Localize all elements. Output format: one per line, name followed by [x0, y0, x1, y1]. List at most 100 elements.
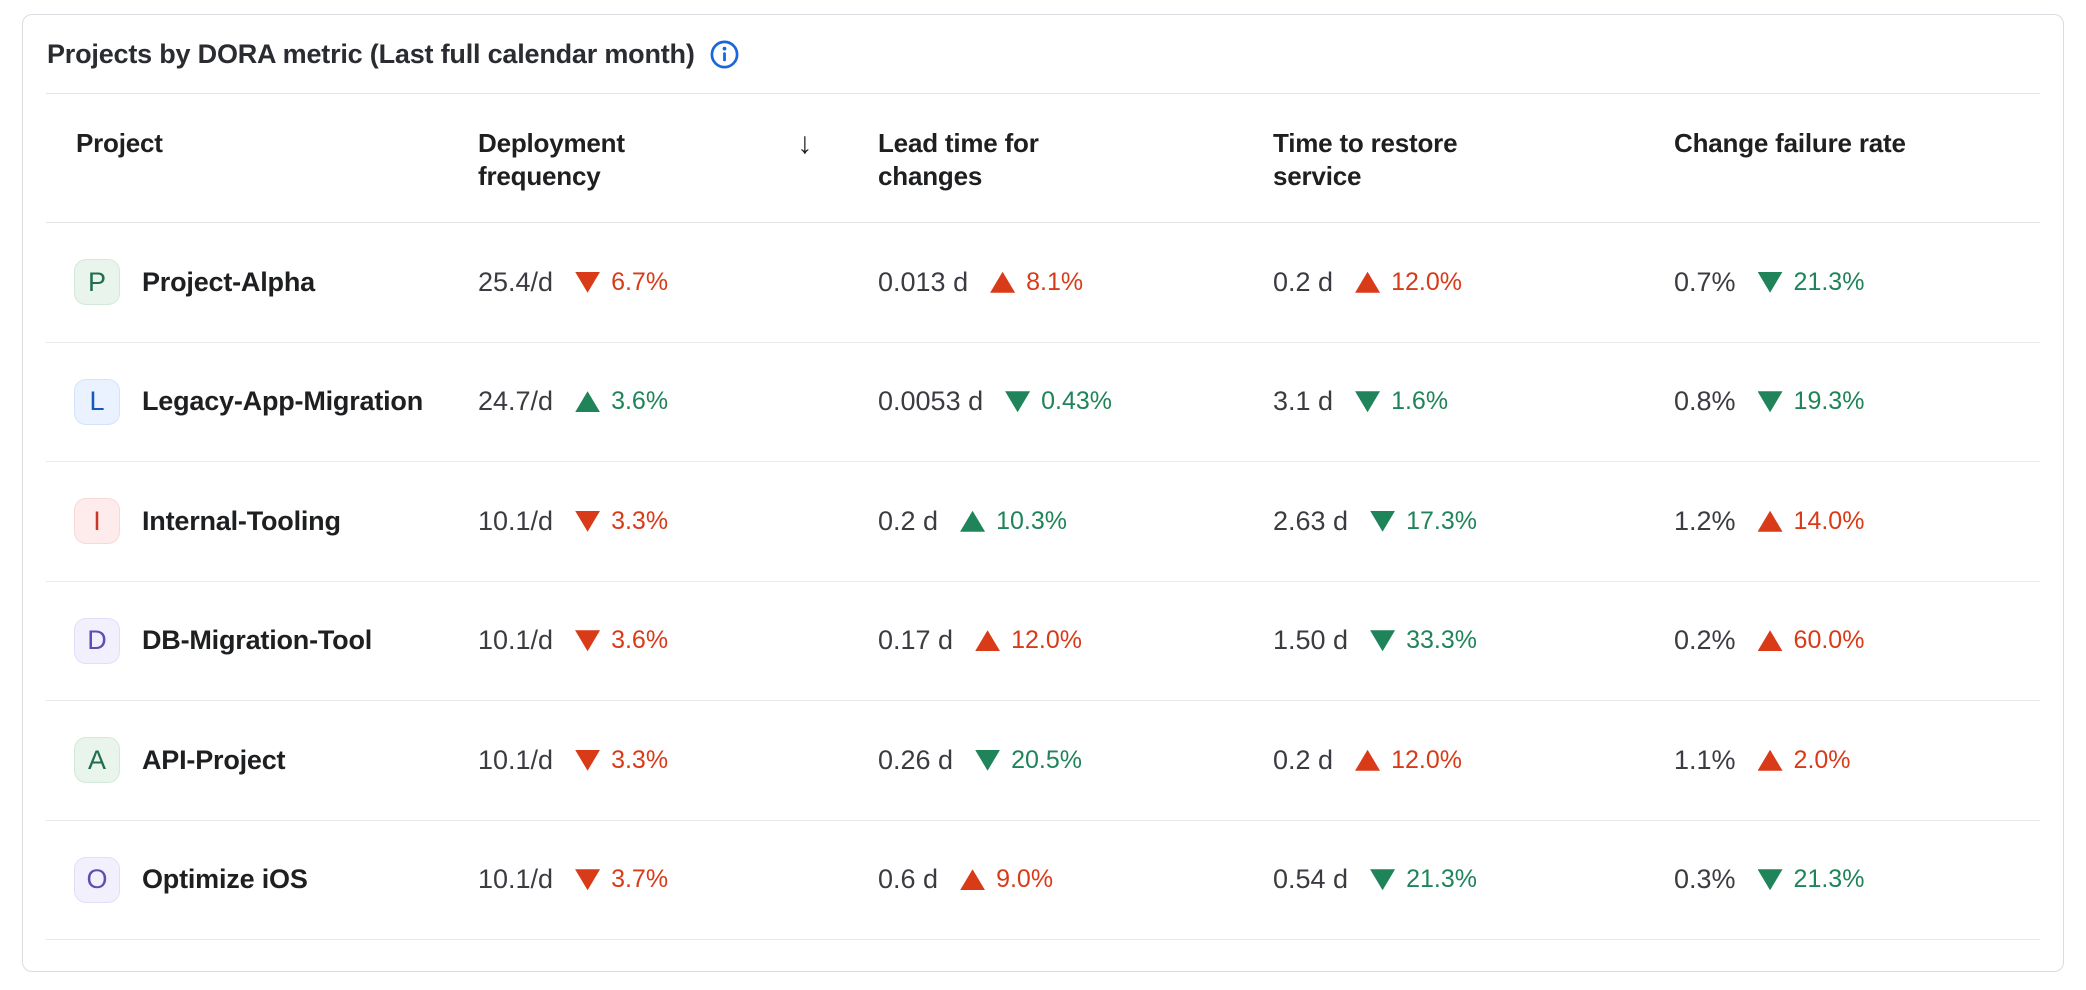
time-to-restore-cell: 0.2 d 12.0% — [1273, 267, 1674, 298]
sort-descending-icon[interactable]: ↓ — [797, 127, 812, 160]
trend-percentage: 12.0% — [1391, 745, 1462, 774]
trend-percentage: 3.6% — [611, 626, 669, 655]
change-failure-rate-cell: 0.8% 19.3% — [1674, 386, 2040, 417]
table-row[interactable]: D DB-Migration-Tool 10.1/d 3.6% 0.17 d 1… — [46, 582, 2040, 701]
time-to-restore-cell: 2.63 d 17.3% — [1273, 506, 1674, 537]
project-name-link[interactable]: Optimize iOS — [142, 864, 308, 895]
metric-value: 10.1/d — [478, 625, 554, 656]
project-name-link[interactable]: Internal-Tooling — [142, 505, 341, 536]
metric-value: 0.2 d — [878, 505, 939, 536]
trend: 21.3% — [1370, 865, 1477, 894]
change-failure-rate-cell: 0.2% 60.0% — [1674, 625, 2040, 656]
trend: 17.3% — [1370, 507, 1477, 536]
trend-down-icon — [575, 749, 601, 771]
project-avatar: I — [74, 498, 120, 545]
column-header-time-to-restore[interactable]: Time to restore service — [1273, 128, 1458, 191]
metric-value: 25.4/d — [478, 266, 554, 297]
table-row[interactable]: P Project-Alpha 25.4/d 6.7% 0.013 d 8.1%… — [46, 223, 2040, 343]
change-failure-rate-cell: 0.3% 21.3% — [1674, 864, 2040, 895]
trend: 3.6% — [575, 626, 668, 655]
info-icon[interactable] — [709, 38, 741, 70]
trend-down-icon — [1757, 271, 1783, 293]
metric-value: 0.2% — [1674, 625, 1736, 656]
trend-percentage: 60.0% — [1793, 626, 1865, 655]
metric-value: 0.26 d — [878, 744, 954, 775]
column-header-project[interactable]: Project — [76, 128, 163, 158]
lead-time-cell: 0.26 d 20.5% — [878, 745, 1273, 776]
metric-value: 1.1% — [1674, 744, 1736, 775]
trend-percentage: 33.3% — [1406, 626, 1477, 655]
trend-percentage: 3.3% — [611, 506, 669, 535]
column-header-change-failure-rate[interactable]: Change failure rate — [1674, 128, 1906, 158]
table-row[interactable]: I Internal-Tooling 10.1/d 3.3% 0.2 d 10.… — [46, 462, 2040, 582]
time-to-restore-cell: 1.50 d 33.3% — [1273, 625, 1674, 656]
title-divider — [46, 93, 2040, 94]
project-avatar: L — [74, 378, 120, 425]
lead-time-cell: 0.013 d 8.1% — [878, 267, 1273, 298]
avatar-initial: I — [93, 505, 101, 536]
dora-table: Project Deployment frequency ↓ Lead time… — [46, 94, 2040, 940]
lead-time-cell: 0.0053 d 0.43% — [878, 386, 1273, 417]
trend: 19.3% — [1757, 387, 1865, 416]
trend-down-icon — [1005, 391, 1031, 413]
lead-time-cell: 0.17 d 12.0% — [878, 625, 1273, 656]
trend-up-icon — [975, 630, 1001, 652]
trend: 21.3% — [1757, 865, 1864, 894]
trend-percentage: 12.0% — [1011, 626, 1082, 655]
metric-value: 24.7/d — [478, 386, 554, 417]
trend-down-icon — [1757, 869, 1783, 891]
project-avatar: A — [74, 737, 120, 784]
trend: 20.5% — [975, 746, 1082, 775]
metric-value: 10.1/d — [478, 744, 554, 775]
project-name-link[interactable]: DB-Migration-Tool — [142, 625, 373, 656]
trend: 6.7% — [575, 268, 668, 297]
trend-percentage: 17.3% — [1406, 506, 1477, 535]
project-cell: A API-Project — [46, 737, 478, 784]
trend-percentage: 8.1% — [1026, 267, 1084, 296]
lead-time-cell: 0.2 d 10.3% — [878, 506, 1273, 537]
trend-down-icon — [1370, 630, 1396, 652]
card-header: Projects by DORA metric (Last full calen… — [23, 15, 2063, 93]
metric-value: 1.50 d — [1273, 625, 1349, 656]
avatar-initial: D — [87, 625, 107, 656]
trend-up-icon — [1757, 630, 1783, 652]
trend-up-icon — [1355, 271, 1381, 293]
trend: 3.3% — [575, 746, 668, 775]
metric-value: 3.1 d — [1273, 386, 1334, 417]
table-body: P Project-Alpha 25.4/d 6.7% 0.013 d 8.1%… — [46, 223, 2040, 940]
project-cell: D DB-Migration-Tool — [46, 617, 478, 664]
project-name-link[interactable]: Project-Alpha — [142, 266, 315, 297]
trend-down-icon — [1370, 869, 1396, 891]
dora-metrics-card: Projects by DORA metric (Last full calen… — [22, 14, 2064, 972]
change-failure-rate-cell: 1.1% 2.0% — [1674, 745, 2040, 776]
metric-value: 0.3% — [1674, 864, 1736, 895]
deployment-frequency-cell: 10.1/d 3.7% — [478, 864, 878, 895]
project-name-link[interactable]: API-Project — [142, 744, 286, 775]
metric-value: 10.1/d — [478, 505, 554, 536]
table-row[interactable]: A API-Project 10.1/d 3.3% 0.26 d 20.5% 0… — [46, 701, 2040, 821]
metric-value: 10.1/d — [478, 864, 554, 895]
trend-percentage: 14.0% — [1793, 506, 1865, 535]
deployment-frequency-cell: 10.1/d 3.6% — [478, 625, 878, 656]
deployment-frequency-cell: 24.7/d 3.6% — [478, 386, 878, 417]
project-cell: P Project-Alpha — [46, 259, 478, 306]
time-to-restore-cell: 0.54 d 21.3% — [1273, 864, 1674, 895]
metric-value: 0.17 d — [878, 625, 954, 656]
project-avatar: P — [74, 259, 120, 306]
avatar-initial: O — [86, 864, 108, 895]
project-name-link[interactable]: Legacy-App-Migration — [142, 386, 424, 417]
trend-percentage: 19.3% — [1793, 387, 1865, 416]
lead-time-cell: 0.6 d 9.0% — [878, 864, 1273, 895]
trend-percentage: 21.3% — [1793, 267, 1865, 296]
column-header-deployment-frequency[interactable]: Deployment frequency ↓ — [478, 127, 878, 193]
trend-up-icon — [1355, 749, 1381, 771]
table-row[interactable]: O Optimize iOS 10.1/d 3.7% 0.6 d 9.0% 0.… — [46, 821, 2040, 940]
trend-down-icon — [575, 510, 601, 532]
column-header-lead-time[interactable]: Lead time for changes — [878, 128, 1039, 191]
trend-down-icon — [975, 749, 1001, 771]
project-avatar: D — [74, 617, 120, 664]
table-row[interactable]: L Legacy-App-Migration 24.7/d 3.6% 0.005… — [46, 343, 2040, 462]
trend-percentage: 3.3% — [611, 745, 669, 774]
time-to-restore-cell: 3.1 d 1.6% — [1273, 386, 1674, 417]
project-cell: I Internal-Tooling — [46, 498, 478, 545]
